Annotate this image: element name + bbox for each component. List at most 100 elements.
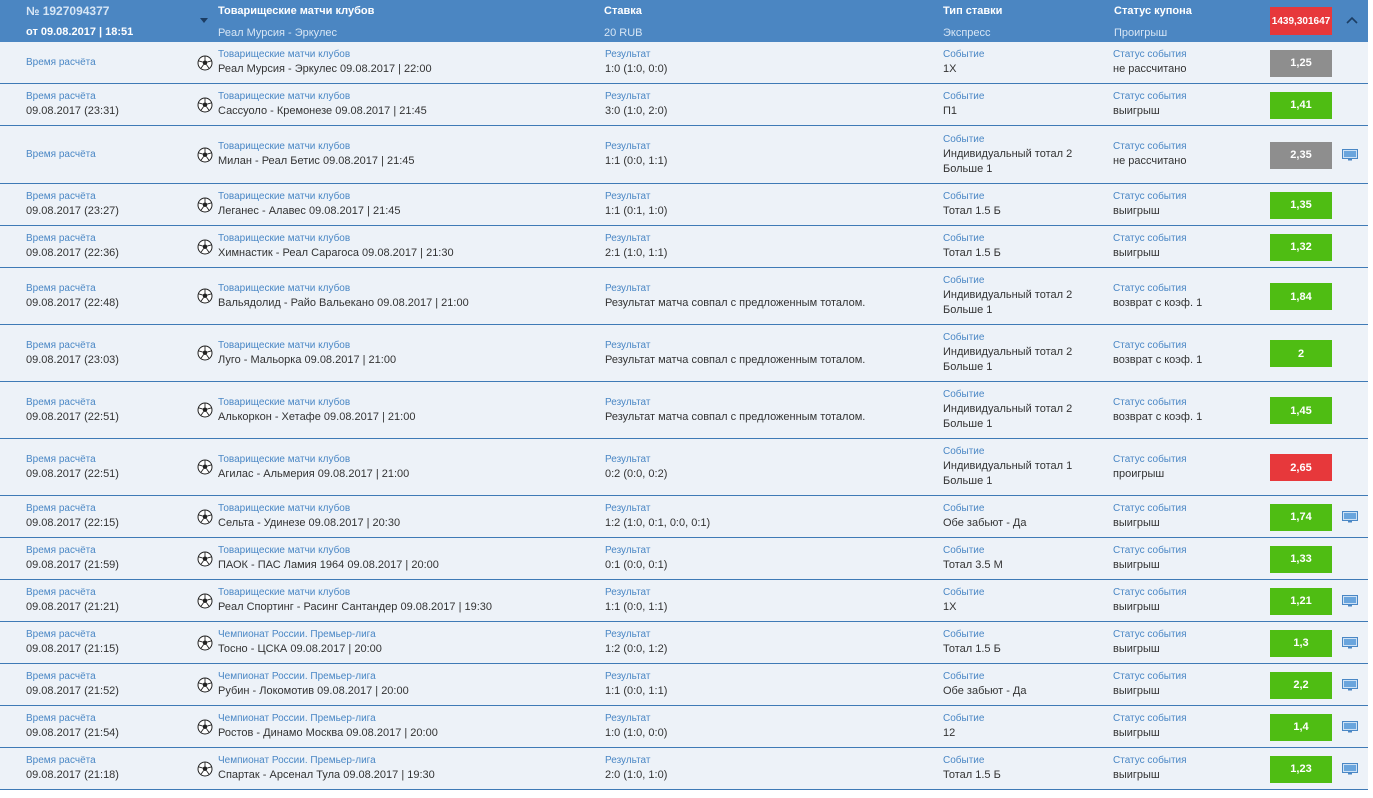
settle-time-cell: Время расчёта 09.08.2017 (22:15) xyxy=(26,496,196,537)
settle-time-cell: Время расчёта 09.08.2017 (22:48) xyxy=(26,268,196,324)
event-status-cell: Статус события возврат с коэф. 1 xyxy=(1113,268,1263,324)
tournament-link[interactable]: Товарищеские матчи клубов xyxy=(218,141,351,152)
settle-time-label: Время расчёта xyxy=(26,713,96,724)
event-row: Время расчёта 09.08.2017 (22:15) Товарищес… xyxy=(0,496,1368,538)
event-row: Время расчёта 09.08.2017 (21:52) Чемпионат… xyxy=(0,664,1368,706)
tournament-link[interactable]: Товарищеские матчи клубов xyxy=(218,396,351,408)
tournament-link[interactable]: Товарищеские матчи клубов xyxy=(218,191,351,202)
event-value: Индивидуальный тотал 2 xyxy=(943,289,1073,301)
result-value: 1:2 (0:0, 1:2) xyxy=(605,643,668,655)
event-status-value: выигрыш xyxy=(1113,727,1160,739)
event-status-value: возврат с коэф. 1 xyxy=(1113,296,1203,309)
result-cell: Результат 1:1 (0:0, 1:1) xyxy=(605,126,935,183)
settle-time-value: 09.08.2017 (21:21) xyxy=(26,601,119,613)
event-row: Время расчёта 09.08.2017 (22:48) Товарищес… xyxy=(0,268,1368,325)
match-cell: Товарищеские матчи клубов ПАОК - ПАС Лами… xyxy=(218,538,598,579)
chevron-down-icon[interactable] xyxy=(200,18,208,23)
event-label: Событие xyxy=(943,755,985,766)
event-cell: Событие Тотал 3.5 М xyxy=(943,538,1108,579)
tournament-link[interactable]: Чемпионат России. Премьер-лига xyxy=(218,713,376,724)
settle-time-cell: Время расчёта 09.08.2017 (21:15) xyxy=(26,622,196,663)
event-status-value: возврат с коэф. 1 xyxy=(1113,410,1203,423)
odds-badge: 1,84 xyxy=(1270,283,1332,310)
event-status-label: Статус события xyxy=(1113,545,1187,556)
match-name: Спартак - Арсенал Тула 09.08.2017 | 19:3… xyxy=(218,769,435,781)
settle-time-label: Время расчёта xyxy=(26,56,96,68)
result-label: Результат xyxy=(605,453,651,465)
tournament-link[interactable]: Чемпионат России. Премьер-лига xyxy=(218,671,376,682)
settle-time-cell: Время расчёта 09.08.2017 (23:03) xyxy=(26,325,196,381)
event-row: Время расчёта 09.08.2017 (23:03) Товарищес… xyxy=(0,325,1368,382)
tournament-link[interactable]: Товарищеские матчи клубов xyxy=(218,49,351,60)
event-status-value: выигрыш xyxy=(1113,105,1160,117)
soccer-ball-icon xyxy=(197,677,213,693)
match-name: Алькоркон - Хетафе 09.08.2017 | 21:00 xyxy=(218,410,416,423)
event-row: Время расчёта 09.08.2017 (21:21) Товарищес… xyxy=(0,580,1368,622)
odds-badge: 1,21 xyxy=(1270,587,1332,615)
soccer-ball-icon xyxy=(197,459,213,475)
event-label: Событие xyxy=(943,332,985,343)
tournament-link[interactable]: Товарищеские матчи клубов xyxy=(218,339,351,351)
event-cell: Событие 1X xyxy=(943,580,1108,621)
tournament-link[interactable]: Товарищеские матчи клубов xyxy=(218,233,351,244)
coupon-header[interactable]: № 1927094377 от 09.08.2017 | 18:51 Товар… xyxy=(0,0,1368,42)
odds-badge: 1,3 xyxy=(1270,629,1332,657)
event-status-cell: Статус события выигрыш xyxy=(1113,184,1263,225)
event-status-label: Статус события xyxy=(1113,755,1187,766)
live-stream-icon[interactable] xyxy=(1342,678,1358,691)
tournament-link[interactable]: Товарищеские матчи клубов xyxy=(218,587,351,598)
result-label: Результат xyxy=(605,503,651,514)
tournament-link[interactable]: Товарищеские матчи клубов xyxy=(218,503,351,514)
live-stream-icon[interactable] xyxy=(1342,762,1358,775)
settle-time-cell: Время расчёта 09.08.2017 (21:52) xyxy=(26,664,196,705)
settle-time-cell: Время расчёта 09.08.2017 (22:51) xyxy=(26,439,196,495)
event-cell: Событие Тотал 1.5 Б xyxy=(943,622,1108,663)
event-value: Обе забьют - Да xyxy=(943,685,1027,697)
live-stream-icon[interactable] xyxy=(1342,594,1358,607)
odds-badge: 1,23 xyxy=(1270,755,1332,783)
odds-badge: 1,35 xyxy=(1270,191,1332,219)
result-label: Результат xyxy=(605,755,651,766)
match-name: Луго - Мальорка 09.08.2017 | 21:00 xyxy=(218,353,397,366)
result-value: Результат матча совпал с предложенным то… xyxy=(605,353,866,366)
event-cell: Событие Тотал 1.5 Б xyxy=(943,226,1108,267)
live-stream-icon[interactable] xyxy=(1342,720,1358,733)
live-stream-icon[interactable] xyxy=(1342,148,1358,161)
tournament-link[interactable]: Товарищеские матчи клубов xyxy=(218,453,351,465)
event-value: Тотал 1.5 Б xyxy=(943,643,1001,655)
event-label: Событие xyxy=(943,49,985,60)
tournament-link[interactable]: Товарищеские матчи клубов xyxy=(218,91,351,102)
event-status-label: Статус события xyxy=(1113,396,1187,408)
odds-badge: 1,4 xyxy=(1270,713,1332,741)
soccer-ball-icon xyxy=(197,239,213,255)
event-status-cell: Статус события не рассчитано xyxy=(1113,42,1263,83)
match-name: Леганес - Алавес 09.08.2017 | 21:45 xyxy=(218,205,401,217)
match-name: Сассуоло - Кремонезе 09.08.2017 | 21:45 xyxy=(218,105,427,117)
event-status-label: Статус события xyxy=(1113,233,1187,244)
event-value: 1X xyxy=(943,63,957,75)
result-label: Результат xyxy=(605,671,651,682)
result-value: 0:1 (0:0, 0:1) xyxy=(605,559,668,571)
header-match: Реал Мурсия - Эркулес xyxy=(218,27,337,39)
tournament-link[interactable]: Чемпионат России. Премьер-лига xyxy=(218,755,376,766)
event-status-label: Статус события xyxy=(1113,282,1187,294)
event-row: Время расчёта 09.08.2017 (21:15) Чемпионат… xyxy=(0,622,1368,664)
stake-label: Ставка xyxy=(604,5,642,17)
result-cell: Результат 0:1 (0:0, 0:1) xyxy=(605,538,935,579)
live-stream-icon[interactable] xyxy=(1342,636,1358,649)
event-row: Время расчёта 09.08.2017 (22:51) Товарищес… xyxy=(0,439,1368,496)
soccer-ball-icon xyxy=(197,402,213,418)
settle-time-label: Время расчёта xyxy=(26,453,96,465)
live-stream-icon[interactable] xyxy=(1342,510,1358,523)
match-cell: Товарищеские матчи клубов Реал Спортинг -… xyxy=(218,580,598,621)
chevron-up-icon[interactable] xyxy=(1342,10,1362,30)
result-label: Результат xyxy=(605,91,651,102)
soccer-ball-icon xyxy=(197,55,213,71)
tournament-link[interactable]: Чемпионат России. Премьер-лига xyxy=(218,629,376,640)
event-value: 1X xyxy=(943,601,957,613)
tournament-link[interactable]: Товарищеские матчи клубов xyxy=(218,545,351,556)
event-row: Время расчёта 09.08.2017 (23:27) Товарищес… xyxy=(0,184,1368,226)
result-label: Результат xyxy=(605,141,651,152)
event-row: Время расчёта 09.08.2017 (21:18) Чемпионат… xyxy=(0,748,1368,790)
tournament-link[interactable]: Товарищеские матчи клубов xyxy=(218,282,351,294)
